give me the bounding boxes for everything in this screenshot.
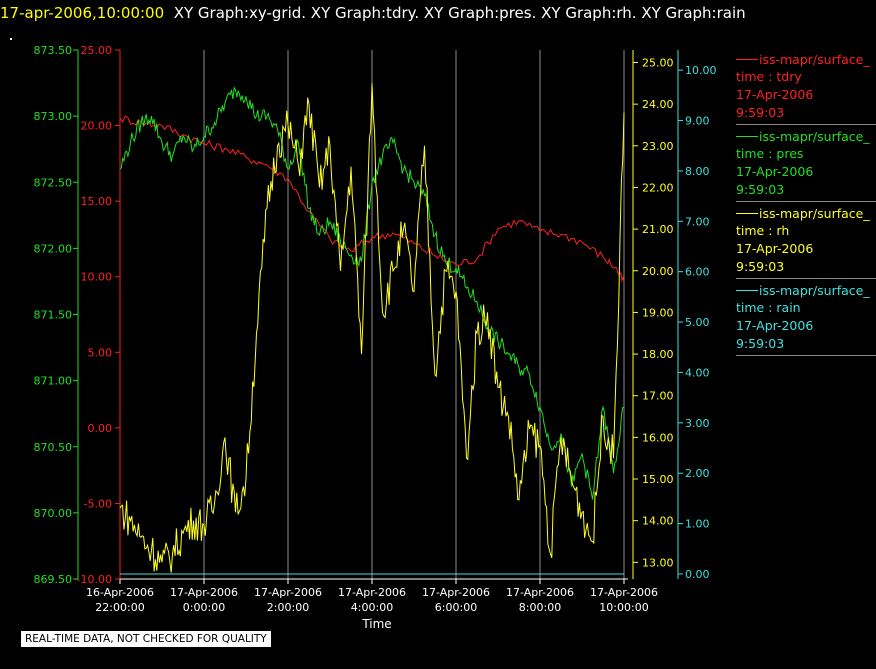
rh-tick-label: 25.00: [642, 56, 674, 69]
legend-date: 17-Apr-2006: [736, 87, 814, 102]
axes: 869.50 870.00 870.50 871.00 871.50 872.00 872.…: [34, 44, 717, 586]
x-tick-time: 4:00:00: [351, 601, 393, 614]
pres-tick-label: 873.50: [34, 44, 73, 57]
quality-note: REAL-TIME DATA, NOT CHECKED FOR QUALITY: [21, 631, 271, 647]
pres-series-line: [119, 86, 625, 500]
rh-tick-label: 20.00: [642, 265, 674, 278]
pres-tick-label: 872.50: [34, 176, 73, 189]
rh-tick-label: 21.00: [642, 223, 674, 236]
rh-tick-label: 24.00: [642, 98, 674, 111]
x-tick-date: 17-Apr-2006: [338, 586, 406, 599]
legend-swatch: [736, 289, 758, 291]
rain-tick-label: 4.00: [685, 366, 710, 379]
x-tick-time: 8:00:00: [519, 601, 561, 614]
grid-lines: [203, 50, 625, 579]
chart-header: 17-apr-2006,10:00:00 XY Graph:xy-grid. X…: [0, 4, 746, 22]
tdry-series-line: [119, 115, 625, 283]
legend-time: 9:59:03: [736, 259, 785, 274]
pres-tick-label: 871.00: [34, 375, 73, 388]
rain-tick-label: 3.00: [685, 417, 710, 430]
pres-tick-label: 870.00: [34, 507, 73, 520]
rh-tick-label: 18.00: [642, 348, 674, 361]
rh-tick-label: 23.00: [642, 140, 674, 153]
rain-tick-label: 6.00: [685, 266, 710, 279]
legend-time: 9:59:03: [736, 336, 785, 351]
header-timestamp: 17-apr-2006,10:00:00: [0, 4, 165, 22]
pres-tick-label: 871.50: [34, 309, 73, 322]
legend-date: 17-Apr-2006: [736, 164, 814, 179]
legend-entry: iss-mapr/surface_time : rh 17-Apr-2006 9:5…: [736, 204, 876, 279]
x-tick-time: 0:00:00: [183, 601, 225, 614]
rh-tick-label: 15.00: [642, 473, 674, 486]
tdry-tick-label: 15.00: [81, 195, 113, 208]
x-tick-date: 17-Apr-2006: [506, 586, 574, 599]
legend-entry: iss-mapr/surface_time : rain 17-Apr-2006 9…: [736, 281, 876, 356]
legend-swatch: [736, 135, 758, 137]
x-tick-date: 17-Apr-2006: [254, 586, 322, 599]
x-tick-date: 16-Apr-2006: [86, 586, 154, 599]
rh-tick-label: 16.00: [642, 431, 674, 444]
rain-tick-label: 10.00: [685, 64, 717, 77]
legend-source-label: iss-mapr/surface_: [759, 282, 870, 298]
header-graph-list: XY Graph:xy-grid. XY Graph:tdry. XY Grap…: [173, 4, 746, 22]
tdry-tick-label: 25.00: [81, 44, 113, 57]
legend-series-name: iss-mapr/surface_: [736, 281, 876, 299]
legend-entry: iss-mapr/surface_time : pres 17-Apr-2006 9…: [736, 127, 876, 202]
legend-series-name: iss-mapr/surface_: [736, 127, 876, 145]
tdry-tick-label: -10.00: [77, 573, 112, 586]
legend-entry: iss-mapr/surface_time : tdry 17-Apr-2006 9…: [736, 50, 876, 125]
legend-series-name: iss-mapr/surface_: [736, 50, 876, 68]
x-axis-title: Time: [362, 617, 392, 631]
legend-var: time : rh: [736, 223, 790, 238]
legend-swatch: [736, 58, 758, 60]
tdry-tick-label: 20.00: [81, 120, 113, 133]
legend-time: 9:59:03: [736, 182, 785, 197]
legend-date: 17-Apr-2006: [736, 241, 814, 256]
legend-time: 9:59:03: [736, 105, 785, 120]
rh-tick-label: 14.00: [642, 515, 674, 528]
x-tick-date: 17-Apr-2006: [590, 586, 658, 599]
tdry-tick-label: 10.00: [81, 271, 113, 284]
x-tick-date: 17-Apr-2006: [422, 586, 490, 599]
legend-var: time : rain: [736, 300, 801, 315]
corner-dot: [10, 38, 12, 40]
series-lines: [119, 83, 625, 575]
rain-tick-label: 2.00: [685, 467, 710, 480]
x-tick-time: 10:00:00: [599, 601, 648, 614]
legend-source-label: iss-mapr/surface_: [759, 51, 870, 67]
rain-tick-label: 7.00: [685, 215, 710, 228]
pres-tick-label: 870.50: [34, 441, 73, 454]
rain-tick-label: 1.00: [685, 518, 710, 531]
rain-tick-label: 5.00: [685, 316, 710, 329]
rh-series-line: [119, 83, 625, 573]
rh-tick-label: 13.00: [642, 556, 674, 569]
legend-date: 17-Apr-2006: [736, 318, 814, 333]
pres-tick-label: 869.50: [34, 573, 73, 586]
x-axis-ticks: 16-Apr-2006 22:00:00 17-Apr-2006 0:00:00 17-…: [86, 579, 658, 614]
legend-series-name: iss-mapr/surface_: [736, 204, 876, 222]
legend-source-label: iss-mapr/surface_: [759, 128, 870, 144]
rh-tick-label: 19.00: [642, 306, 674, 319]
x-tick-date: 17-Apr-2006: [170, 586, 238, 599]
x-tick-time: 22:00:00: [95, 601, 144, 614]
rain-tick-label: 0.00: [685, 568, 710, 581]
rain-tick-label: 9.00: [685, 115, 710, 128]
x-tick-time: 2:00:00: [267, 601, 309, 614]
pres-tick-label: 872.00: [34, 242, 73, 255]
pres-tick-label: 873.00: [34, 110, 73, 123]
legend: iss-mapr/surface_ time : tdry 17-Apr-2006 9…: [736, 50, 876, 358]
legend-source-label: iss-mapr/surface_: [759, 205, 870, 221]
legend-var: time : tdry: [736, 69, 802, 84]
legend-swatch: [736, 212, 758, 214]
legend-var: time : pres: [736, 146, 804, 161]
rh-tick-label: 17.00: [642, 390, 674, 403]
tdry-tick-label: 0.00: [88, 422, 113, 435]
tdry-tick-label: -5.00: [84, 497, 112, 510]
x-tick-time: 6:00:00: [435, 601, 477, 614]
tdry-tick-label: 5.00: [88, 346, 113, 359]
rain-tick-label: 8.00: [685, 165, 710, 178]
rh-tick-label: 22.00: [642, 181, 674, 194]
